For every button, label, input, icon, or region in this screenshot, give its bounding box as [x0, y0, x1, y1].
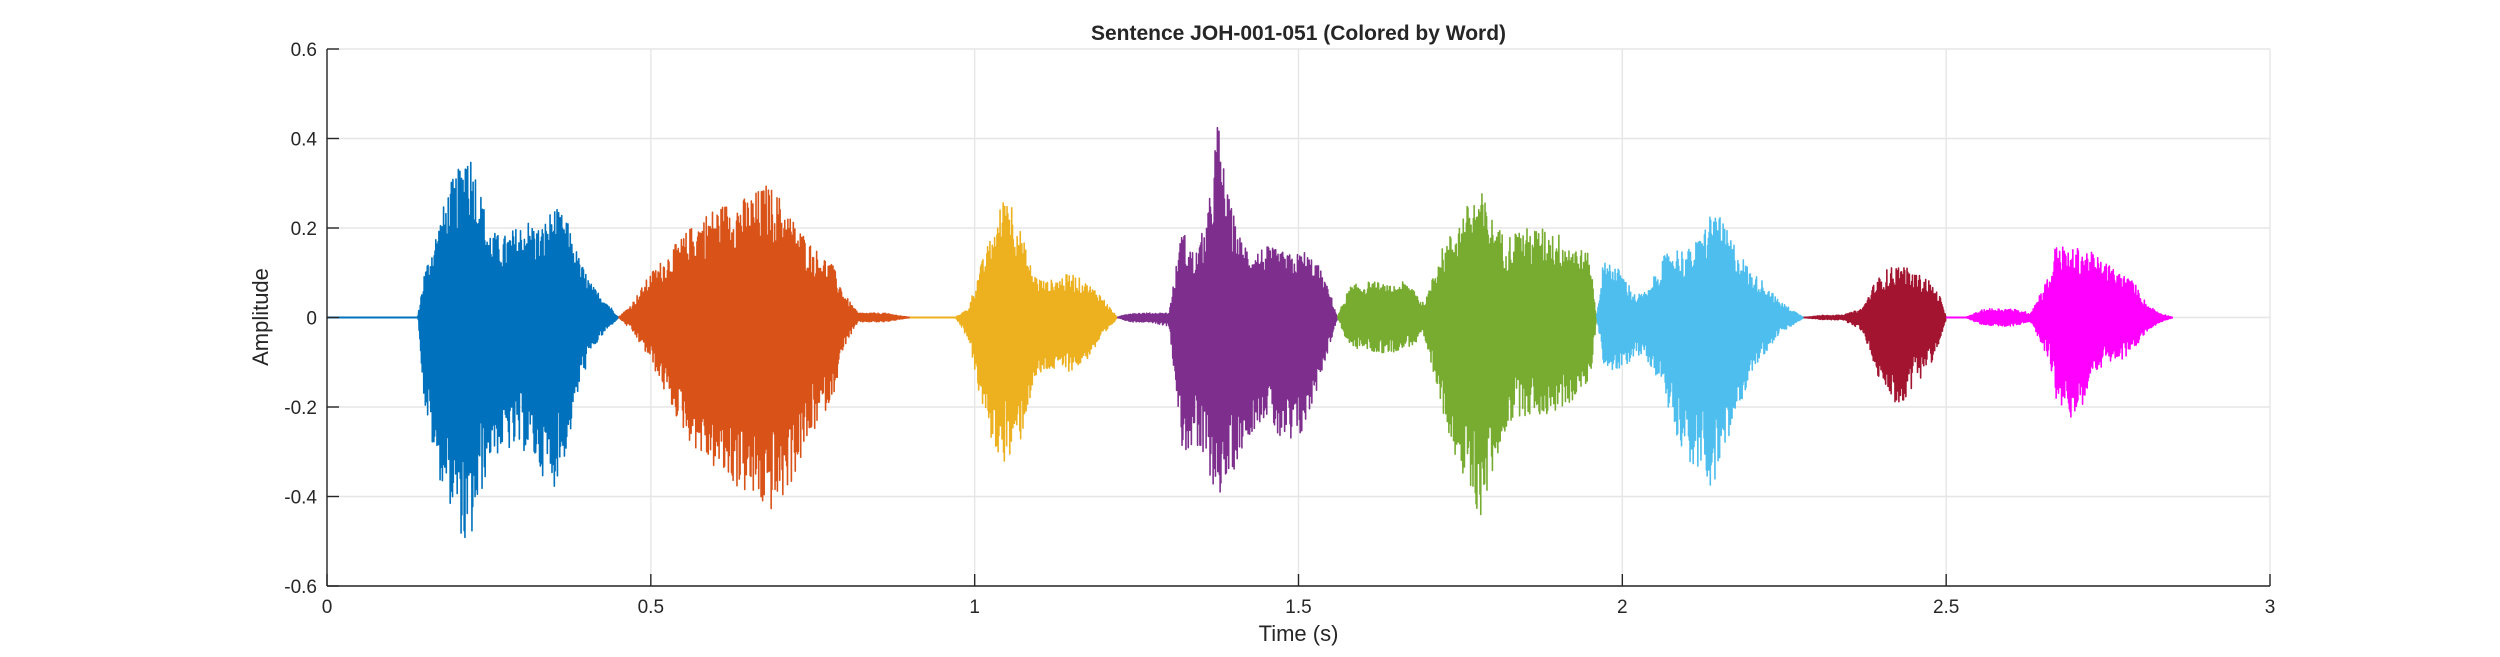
y-tick-label: -0.4	[284, 488, 317, 509]
x-tick-label: 3	[2265, 597, 2276, 618]
x-axis-label: Time (s)	[1259, 621, 1339, 646]
word-8-waveform	[1945, 246, 2174, 418]
tick-labels: 0 0.5 1 1.5 2 2.5 3 0.6 0.4 0.2 0 -0.2 -0.4 -0.6	[284, 40, 2275, 618]
chart-title: Sentence JOH-001-051 (Colored by Word)	[1091, 22, 1506, 45]
y-axis-label: Amplitude	[248, 268, 273, 366]
word-6-waveform	[1596, 216, 1805, 486]
y-tick-label: 0.4	[291, 130, 318, 151]
waveform-line	[618, 185, 911, 510]
waveform-line	[1596, 216, 1805, 486]
y-tick-label: 0	[306, 309, 317, 330]
word-1-waveform	[326, 161, 620, 539]
axes	[326, 48, 2271, 587]
word-3-waveform	[909, 202, 1118, 462]
x-tick-label: 2	[1617, 597, 1628, 618]
x-tick-label: 1.5	[1285, 597, 1311, 618]
word-7-waveform	[1803, 267, 1948, 403]
waveform-series	[326, 126, 2174, 539]
waveform-line	[1336, 193, 1598, 516]
x-tick-label: 0.5	[638, 597, 664, 618]
x-tick-label: 2.5	[1933, 597, 1959, 618]
x-tick-label: 1	[969, 597, 980, 618]
y-tick-label: 0.6	[291, 40, 317, 61]
waveform-line	[1803, 267, 1948, 403]
word-4-waveform	[1116, 126, 1339, 493]
y-tick-label: 0.2	[291, 219, 317, 240]
y-tick-label: -0.6	[284, 577, 317, 598]
word-2-waveform	[618, 185, 911, 510]
word-5-waveform	[1336, 193, 1598, 516]
x-tick-label: 0	[322, 597, 333, 618]
y-tick-label: -0.2	[284, 398, 317, 419]
